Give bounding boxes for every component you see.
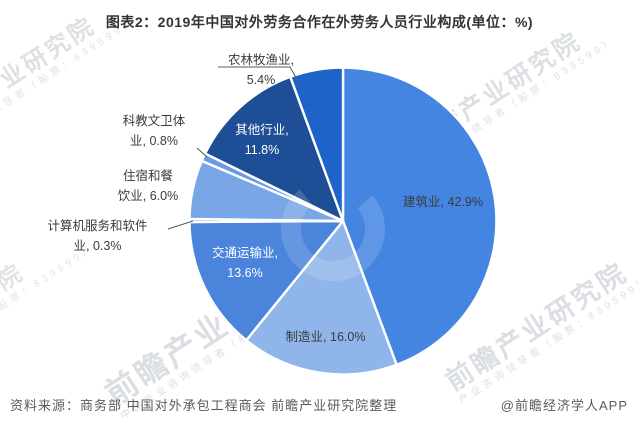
pie-label-science-edu-culture: 科教文卫体 业, 0.8% [122, 114, 186, 149]
pie-label-agriculture-forestry: 农林牧渔业, 5.4% [228, 53, 294, 88]
pie-slice-construction [341, 66, 498, 366]
leader-line-computer-software [167, 220, 194, 230]
leader-lines-group [167, 66, 300, 230]
credit-note: @前瞻经济学人APP [500, 398, 628, 413]
pie-label-construction: 建筑业, 42.9% [403, 195, 483, 209]
pie-slice-transportation [188, 219, 345, 342]
pie-label-transportation: 交通运输业, 13.6% [212, 246, 278, 281]
pie-slice-other-industries [203, 75, 345, 223]
leader-line-science-edu-culture [196, 147, 208, 158]
pie-label-other-industries: 其他行业, 11.8% [235, 123, 289, 158]
pie-label-manufacturing: 制造业, 16.0% [285, 330, 366, 344]
pie-slice-agriculture-forestry [289, 66, 345, 223]
pie-label-computer-software: 计算机服务和软件 业, 0.3% [47, 219, 148, 254]
leader-line-agriculture-forestry [218, 66, 300, 84]
pie-slices-group [188, 66, 498, 376]
source-note: 资料来源：商务部 中国对外承包工程商会 前瞻产业研究院整理 [10, 398, 398, 413]
watermark-logo-swirl [281, 189, 385, 282]
pie-slice-manufacturing [245, 219, 398, 376]
pie-label-accommodation-catering: 住宿和餐 饮业, 6.0% [117, 169, 179, 204]
chart-title: 图表2：2019年中国对外劳务合作在外劳务人员行业构成(单位：%) [105, 14, 534, 30]
